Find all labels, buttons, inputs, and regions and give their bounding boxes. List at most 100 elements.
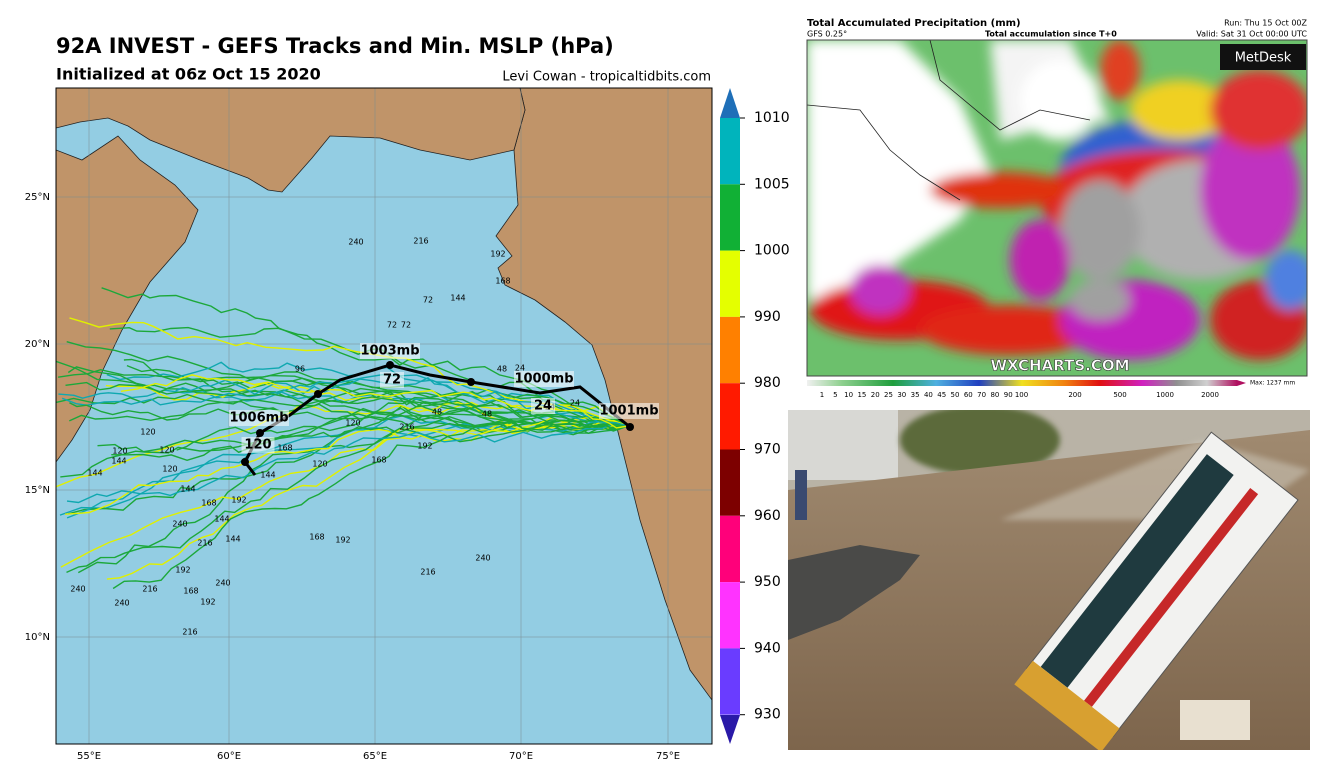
lon-label: 70°E: [509, 751, 533, 762]
member-track: [66, 423, 629, 504]
precip-scale-label: 2000: [1201, 391, 1219, 399]
member-hour-label: 168: [277, 444, 292, 453]
land: [56, 88, 526, 193]
member-hour-label: 120: [345, 419, 360, 428]
precip-model: GFS 0.25°: [807, 30, 847, 39]
member-hour-label: 168: [495, 277, 510, 286]
precip-scale-label: 40: [924, 391, 933, 399]
mean-point: [314, 390, 322, 398]
member-hour-label: 144: [87, 469, 102, 478]
precip-scale-arrow: [1237, 380, 1246, 386]
colorbar-label: 960: [754, 508, 781, 524]
member-hour-label: 192: [335, 536, 350, 545]
track-map: 92A INVEST - GEFS Tracks and Min. MSLP (…: [25, 34, 790, 762]
colorbar-label: 930: [754, 707, 781, 723]
land: [56, 135, 199, 463]
colorbar-segment: [720, 515, 740, 583]
member-hour-label: 144: [180, 485, 195, 494]
map-frame: [55, 87, 713, 745]
mean-point: [626, 423, 634, 431]
member-hour-label: 144: [111, 457, 126, 466]
member-hour-label: 120: [140, 428, 155, 437]
member-hour-label: 216: [142, 585, 157, 594]
colorbar-label: 1010: [754, 110, 790, 126]
colorbar-label: 990: [754, 309, 781, 325]
colorbar-segment: [720, 250, 740, 317]
logo-box: [1220, 44, 1306, 70]
member-hour-label: 24: [570, 399, 580, 408]
mean-point: [467, 378, 475, 386]
label-bg: [380, 372, 404, 388]
colorbar-label: 1000: [754, 243, 790, 259]
member-track: [56, 393, 629, 434]
colorbar-cap: [720, 715, 740, 744]
colorbar-label: 1005: [754, 176, 790, 192]
colorbar-segment: [720, 383, 740, 450]
logo: MetDesk: [1235, 51, 1292, 66]
mean-track-label: 24: [534, 399, 552, 414]
member-hour-label: 192: [417, 442, 432, 451]
member-hour-label: 72: [387, 321, 397, 330]
watermark: WXCHARTS.COM: [990, 357, 1129, 375]
map-credit: Levi Cowan - tropicaltidbits.com: [502, 70, 711, 85]
colorbar-segment: [720, 118, 740, 185]
label-bg: [599, 403, 659, 419]
colorbar-segment: [720, 449, 740, 516]
mean-point: [386, 361, 394, 369]
precip-max: Max: 1237 mm: [1250, 380, 1295, 387]
bus-windows: [1040, 454, 1234, 688]
flood-photo: [788, 410, 1310, 750]
member-hour-label: 240: [215, 579, 230, 588]
member-hour-label: 216: [399, 423, 414, 432]
precip-scale: [807, 380, 1237, 386]
member-hour-label: 240: [114, 599, 129, 608]
member-track: [106, 416, 629, 580]
member-hour-label: 48: [497, 365, 507, 374]
member-track: [69, 317, 629, 427]
label-bg: [229, 410, 289, 426]
member-hour-label: 192: [200, 598, 215, 607]
precip-coast: [807, 40, 1091, 201]
bus-front: [1014, 660, 1120, 750]
member-track: [112, 414, 629, 590]
member-track: [77, 414, 629, 574]
member-track: [66, 421, 629, 574]
member-hour-label: 192: [490, 250, 505, 259]
precip-scale-label: 35: [911, 391, 920, 399]
precip-scale-label: 25: [884, 391, 893, 399]
precip-scale-label: 50: [951, 391, 960, 399]
precip-scale-label: 10: [844, 391, 853, 399]
member-hour-label: 168: [201, 499, 216, 508]
precip-scale-label: 1000: [1156, 391, 1174, 399]
member-hour-label: 168: [371, 456, 386, 465]
colorbar-label: 970: [754, 442, 781, 458]
colorbar-label: 950: [754, 574, 781, 590]
member-hour-label: 216: [413, 237, 428, 246]
member-hour-label: 240: [172, 520, 187, 529]
member-hour-label: 48: [432, 408, 442, 417]
member-hour-label: 72: [423, 296, 433, 305]
lat-label: 25°N: [25, 192, 50, 203]
colorbar-label: 940: [754, 640, 781, 656]
member-hour-label: 216: [197, 539, 212, 548]
colorbar-segment: [720, 184, 740, 251]
mean-track-label: 72: [383, 373, 401, 388]
member-hour-label: 96: [295, 365, 305, 374]
member-hour-label: 240: [70, 585, 85, 594]
member-track: [69, 402, 629, 427]
member-hour-label: 144: [450, 294, 465, 303]
tree: [900, 410, 1060, 475]
colorbar-label: 980: [754, 375, 781, 391]
colorbar-segment: [720, 582, 740, 649]
colorbar-cap: [720, 88, 740, 118]
lat-label: 20°N: [25, 339, 50, 350]
colorbar-segment: [720, 316, 740, 384]
label-bg: [531, 398, 555, 414]
label-bg: [241, 437, 275, 453]
member-hour-label: 192: [175, 566, 190, 575]
precip-subtitle: Total accumulation since T+0: [985, 30, 1117, 39]
precip-scale-label: 45: [937, 391, 946, 399]
member-hour-label: 240: [475, 554, 490, 563]
member-hour-label: 120: [312, 460, 327, 469]
precip-scale-label: 30: [897, 391, 906, 399]
